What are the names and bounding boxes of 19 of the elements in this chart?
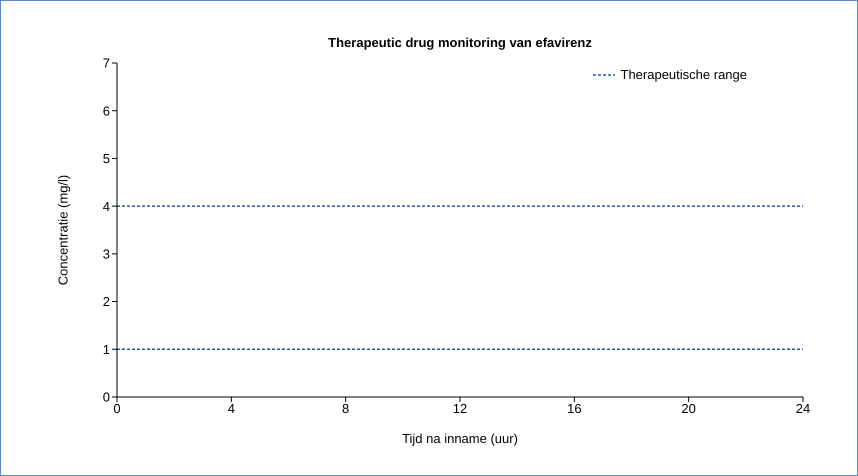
y-tick-label: 7 (102, 56, 110, 71)
y-axis-title: Concentratie (mg/l) (56, 174, 71, 286)
x-tick-label: 8 (342, 401, 350, 416)
y-tick-label: 5 (102, 151, 110, 166)
y-tick-label: 2 (102, 294, 110, 310)
y-tick-label: 3 (102, 246, 110, 262)
y-tick-label: 6 (102, 103, 110, 118)
x-axis-title: Tijd na inname (uur) (402, 431, 518, 446)
x-tick-label: 16 (567, 401, 582, 416)
x-tick-label: 24 (796, 401, 810, 416)
x-tick-label: 20 (681, 401, 696, 416)
legend-label: Therapeutische range (620, 67, 747, 82)
y-tick-label: 1 (102, 342, 110, 357)
x-tick-label: 4 (228, 401, 235, 416)
x-tick-label: 12 (452, 401, 468, 416)
chart-title: Therapeutic drug monitoring van efavirenz (327, 35, 593, 50)
y-tick-label: 0 (102, 390, 110, 405)
y-tick-label: 4 (102, 198, 110, 214)
x-tick-label: 0 (113, 401, 121, 416)
